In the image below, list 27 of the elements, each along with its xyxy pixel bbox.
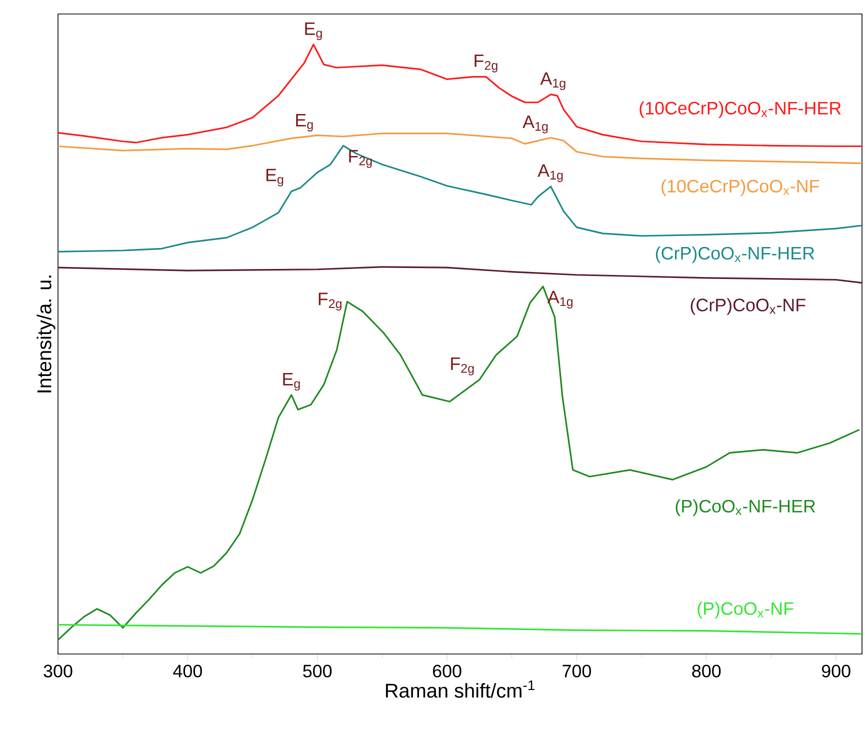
annotation: E$_{g}$ — [305, 22, 322, 40]
series-label: (P)CoO$_{x}$-NF-HER — [676, 499, 816, 516]
series-label: (CrP)CoO$_{x}$-NF-HER — [656, 246, 814, 264]
annotation: F$_{2g}$ — [349, 150, 372, 168]
series-label: (10CeCrP)CoO$_{x}$-NF-HER — [640, 101, 841, 118]
x-tick-label: 600 — [432, 664, 462, 678]
annotation: A$_{1g}$ — [522, 116, 548, 134]
annotation: F$_{2g}$ — [318, 292, 342, 311]
x-tick-label: 500 — [303, 664, 332, 678]
annotation: A$_{1g}$ — [540, 72, 566, 90]
x-tick-label: 900 — [822, 664, 850, 678]
annotation: E$_{g}$ — [296, 114, 313, 132]
series-label: (CrP)CoO$_{x}$-NF — [690, 298, 806, 315]
annotation: F$_{2g}$ — [474, 54, 498, 72]
annotation: E$_{g}$ — [283, 373, 300, 391]
x-tick-label: 400 — [173, 664, 202, 678]
annotation: E$_{g}$ — [266, 168, 284, 186]
x-tick-label: 300 — [44, 664, 72, 678]
x-axis-title: Raman shift/cm$^{-1}$ — [386, 680, 534, 698]
series-label: (P)CoO$_{x}$-NF — [698, 602, 794, 618]
annotation: F$_{2g}$ — [451, 358, 474, 376]
x-tick-label: 700 — [562, 664, 591, 678]
x-tick-label: 800 — [692, 664, 721, 678]
annotation: A$_{1g}$ — [538, 164, 563, 182]
series-label: (10CeCrP)CoO$_{x}$-NF — [662, 179, 819, 196]
y-axis-title: Intensity/a. u. — [36, 276, 56, 392]
annotation: A$_{1g}$ — [547, 290, 573, 309]
